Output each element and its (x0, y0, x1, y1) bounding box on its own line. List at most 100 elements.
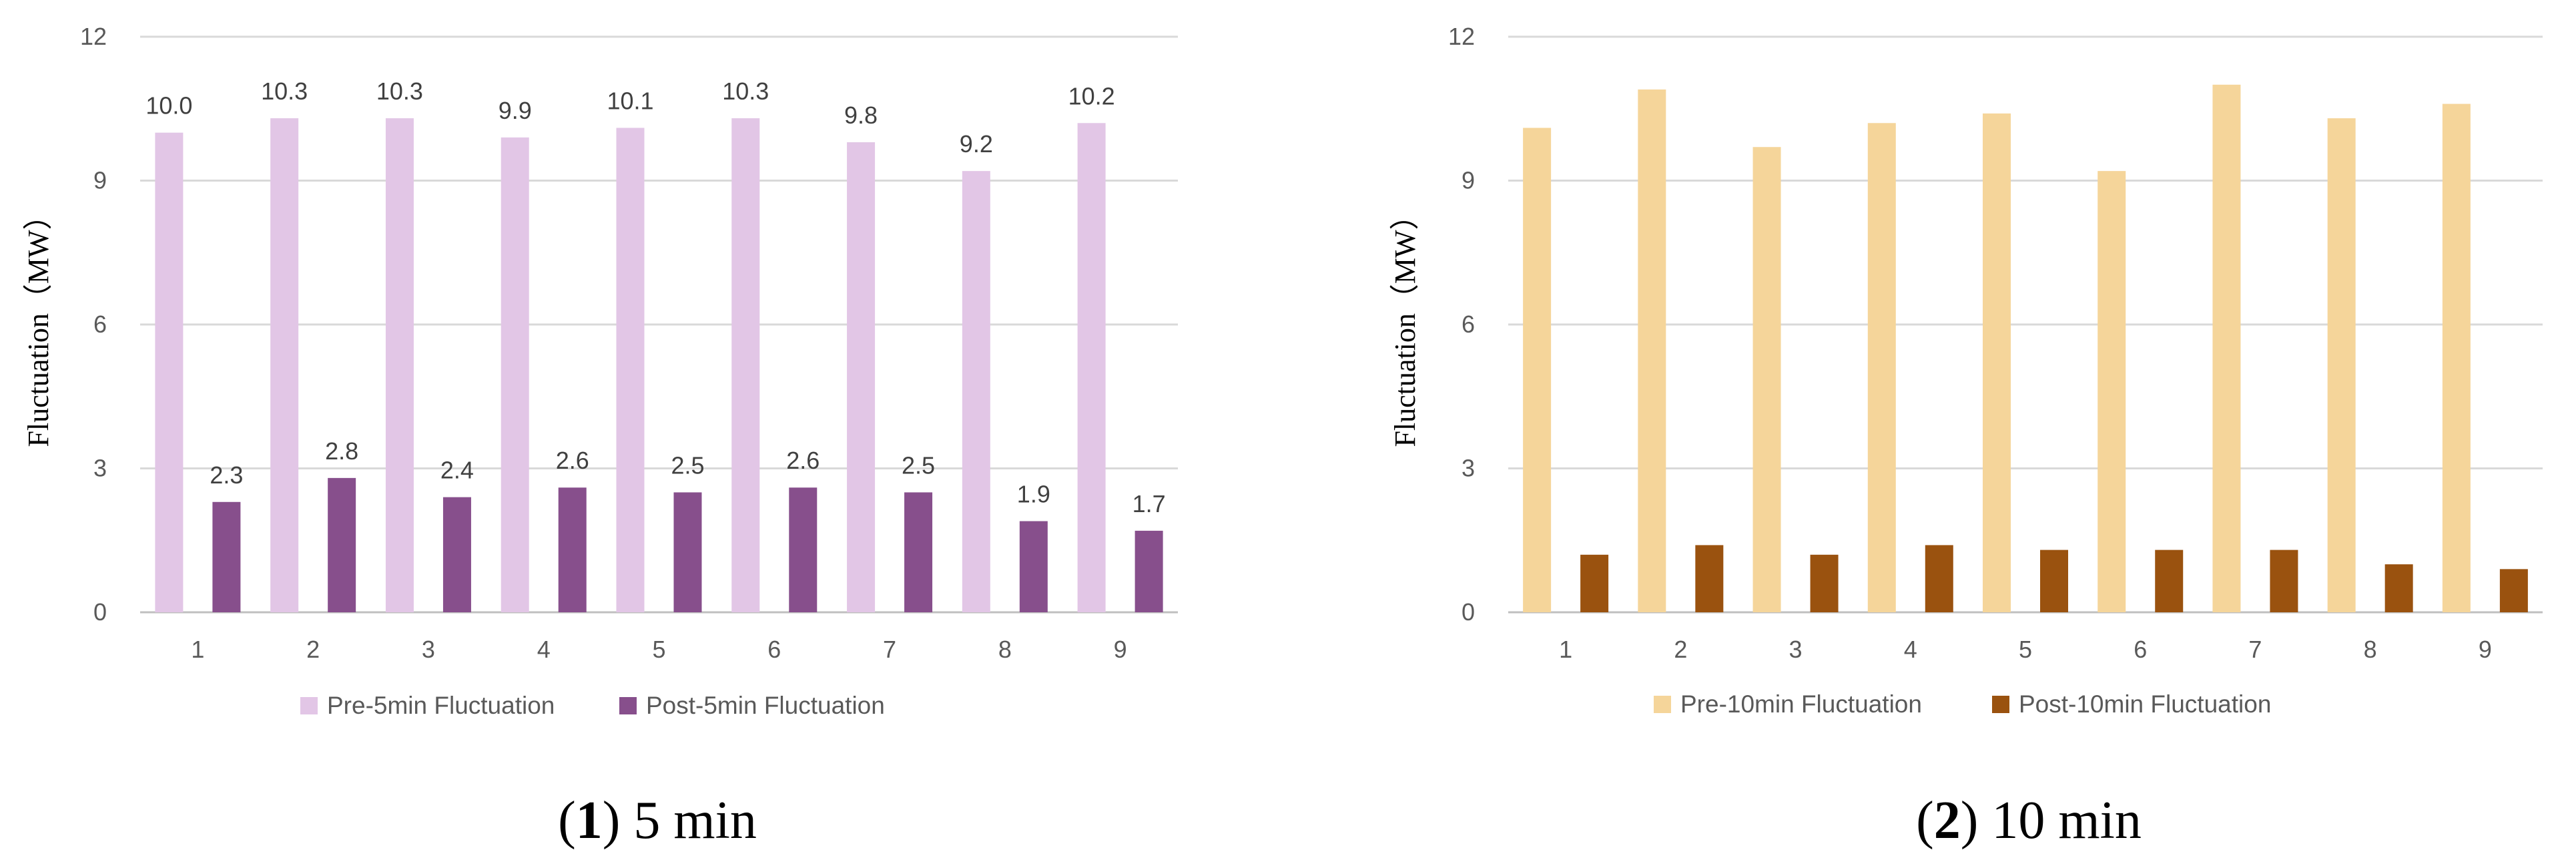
y-tick-label: 6 (93, 310, 107, 338)
legend-label-post: Post-10min Fluctuation (2019, 690, 2271, 718)
bar-post (1810, 554, 1839, 612)
x-tick-label: 9 (1114, 636, 1127, 663)
bar-pre (1867, 123, 1896, 613)
bar-post (212, 501, 241, 612)
caption-text: 5 min (620, 791, 756, 850)
data-label-pre: 10.0 (145, 92, 192, 120)
y-tick-label: 6 (1462, 310, 1475, 338)
bar-post (789, 487, 818, 612)
bar-pre (385, 118, 414, 612)
legend-swatch-post (619, 697, 637, 714)
bar-pre (501, 137, 529, 613)
y-tick-label: 9 (1462, 167, 1475, 194)
x-tick-label: 4 (1904, 636, 1917, 663)
x-tick-label: 3 (1789, 636, 1803, 663)
data-label-post: 1.9 (1017, 481, 1050, 508)
y-axis-label: Fluctuation（MW） (22, 200, 55, 447)
bar-pre (962, 171, 990, 613)
legend-label-post: Post-5min Fluctuation (646, 692, 885, 719)
bar-post (442, 497, 471, 612)
caption-number: 1 (576, 791, 603, 850)
y-axis-label: Fluctuation（MW） (1389, 200, 1421, 447)
x-tick-label: 8 (998, 636, 1012, 663)
y-tick-label: 12 (80, 23, 107, 50)
caption-text: 10 min (1978, 791, 2141, 850)
bar-post (1580, 554, 1609, 612)
legend-label-pre: Pre-10min Fluctuation (1680, 690, 1922, 718)
bar-pre (155, 132, 184, 612)
bar-post (1135, 530, 1163, 612)
bar-post (1695, 545, 1724, 612)
bar-post (2384, 564, 2413, 612)
data-label-pre: 9.8 (844, 101, 878, 129)
subfigure-caption: (2) 10 min (1916, 791, 2142, 850)
data-label-post: 1.7 (1133, 490, 1166, 517)
data-label-pre: 10.3 (261, 77, 308, 105)
x-tick-label: 6 (767, 636, 781, 663)
bar-post (673, 492, 702, 612)
bar-post (2040, 550, 2068, 612)
x-tick-label: 8 (2364, 636, 2377, 663)
data-label-pre: 9.9 (499, 97, 532, 124)
x-tick-label: 5 (652, 636, 665, 663)
y-tick-label: 0 (93, 598, 107, 626)
caption-open-paren: ( (558, 791, 576, 850)
x-tick-label: 6 (2134, 636, 2147, 663)
bar-pre (1077, 123, 1106, 613)
data-label-post: 2.3 (210, 461, 243, 489)
chart-5min: 0 3 6 9 12 Fluctuation（MW） 10.0 2.3 1 10.3 2.8 2 10.… (22, 23, 1178, 850)
data-label-post: 2.4 (440, 457, 474, 484)
bar-post (904, 492, 933, 612)
y-tick-label: 3 (1462, 455, 1475, 482)
caption-number: 2 (1934, 791, 1961, 850)
x-tick-label: 4 (537, 636, 551, 663)
bar-post (558, 487, 587, 612)
bar-pre (1523, 128, 1552, 612)
y-tick-label: 12 (1448, 23, 1475, 50)
x-tick-label: 7 (883, 636, 896, 663)
y-tick-label: 3 (93, 455, 107, 482)
bar-pre (2212, 84, 2241, 613)
bar-post (328, 477, 356, 612)
bar-pre (1983, 113, 2011, 612)
bar-pre (731, 118, 760, 612)
x-tick-label: 1 (191, 636, 204, 663)
bar-pre (616, 128, 645, 612)
y-tick-label: 0 (1462, 598, 1475, 626)
x-tick-label: 7 (2248, 636, 2262, 663)
bar-pre (270, 118, 299, 612)
bar-post (1019, 521, 1048, 612)
data-label-pre: 9.2 (960, 130, 993, 158)
legend-swatch-post (1992, 696, 2009, 713)
data-label-post: 2.6 (556, 447, 589, 474)
data-label-post: 2.5 (671, 451, 704, 479)
legend-label-pre: Pre-5min Fluctuation (327, 692, 555, 719)
subfigure-caption: (1) 5 min (558, 791, 757, 850)
bar-post (2270, 550, 2298, 612)
x-tick-label: 1 (1559, 636, 1572, 663)
bar-pre (2327, 118, 2356, 612)
bar-post (2499, 569, 2528, 612)
legend-swatch-pre (1654, 696, 1671, 713)
caption-open-paren: ( (1916, 791, 1934, 850)
x-tick-label: 3 (422, 636, 435, 663)
bar-post (1925, 545, 1953, 612)
data-label-pre: 10.2 (1068, 82, 1115, 110)
caption-close-paren: ) (1961, 791, 1979, 850)
bar-pre (2098, 171, 2126, 613)
data-label-post: 2.6 (786, 447, 820, 474)
data-label-pre: 10.3 (722, 77, 769, 105)
bar-pre (1638, 89, 1666, 612)
bar-post (2155, 550, 2184, 612)
y-tick-label: 9 (93, 167, 107, 194)
x-tick-label: 2 (1674, 636, 1687, 663)
bar-pre (847, 142, 876, 613)
x-tick-label: 2 (306, 636, 320, 663)
data-label-post: 2.5 (902, 451, 935, 479)
data-label-pre: 10.3 (376, 77, 423, 105)
caption-close-paren: ) (603, 791, 621, 850)
data-label-post: 2.8 (325, 437, 358, 465)
bar-pre (1752, 147, 1781, 612)
x-tick-label: 9 (2479, 636, 2492, 663)
